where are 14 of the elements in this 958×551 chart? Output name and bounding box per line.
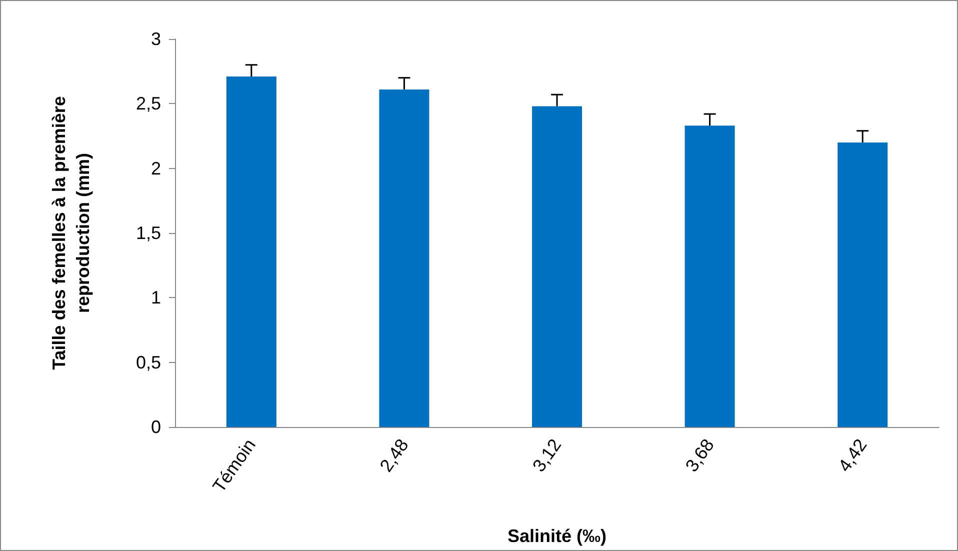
bar <box>684 126 735 427</box>
bar <box>532 106 582 427</box>
bar <box>226 76 276 427</box>
y-axis-title: Taille des femelles à la première reproduction (mm) <box>49 96 93 370</box>
y-tick-label: 3 <box>150 29 161 49</box>
bar <box>379 89 430 427</box>
x-axis-title: Salinité (‰) <box>507 526 607 546</box>
bar <box>838 142 888 427</box>
y-tick-label: 0 <box>150 417 161 437</box>
y-tick-label: 2 <box>150 158 161 178</box>
y-tick-label: 2,5 <box>136 94 161 114</box>
y-tick-label: 1 <box>150 288 161 308</box>
y-tick-label: 1,5 <box>136 223 161 243</box>
y-tick-label: 0,5 <box>136 352 161 372</box>
